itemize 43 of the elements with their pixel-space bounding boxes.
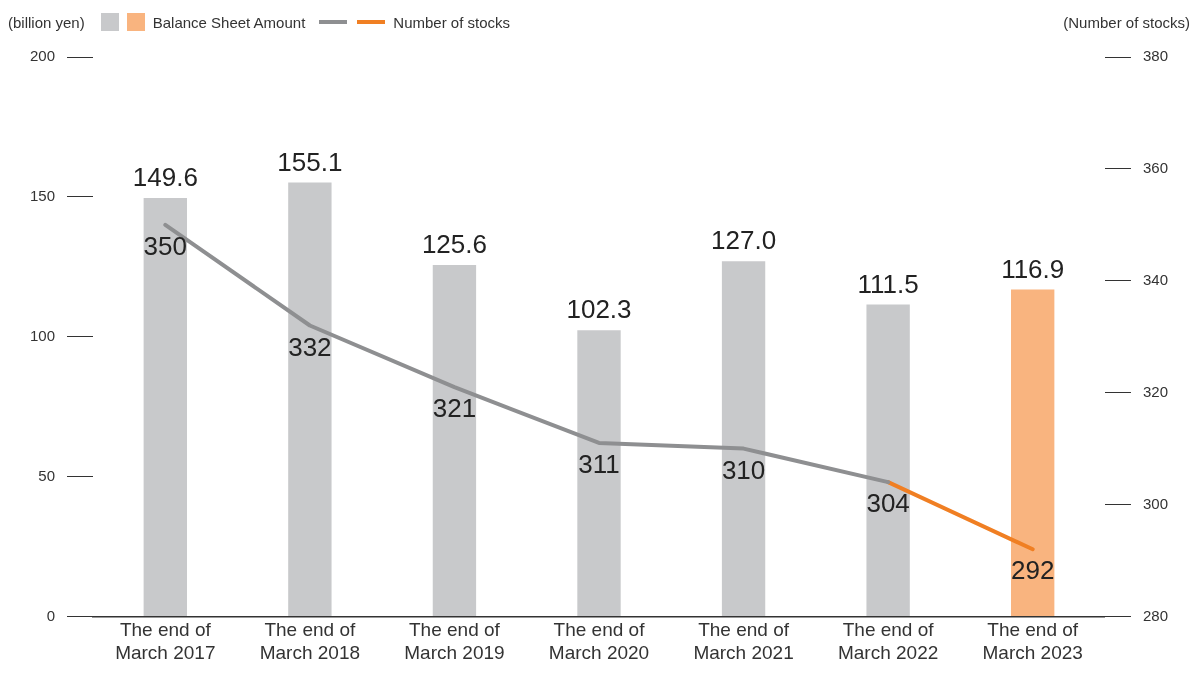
y-tick-label: 200 xyxy=(30,47,56,65)
data-label: 304 xyxy=(866,488,910,519)
data-label: 155.1 xyxy=(277,146,343,177)
data-label: 127.0 xyxy=(711,225,777,256)
data-label: 292 xyxy=(1011,555,1055,586)
y-tick-label: 150 xyxy=(30,186,56,204)
data-label: 311 xyxy=(578,449,620,480)
bar xyxy=(866,304,910,616)
y2-tick-label: 300 xyxy=(1142,494,1168,512)
x-tick-label: The end of March 2019 xyxy=(404,619,505,663)
x-tick-label: The end of March 2020 xyxy=(548,619,650,663)
data-label: 321 xyxy=(432,393,477,424)
y2-axis-title: (Number of stocks) xyxy=(1063,13,1190,31)
y2-tick-label: 340 xyxy=(1142,270,1168,288)
data-label: 116.9 xyxy=(1001,253,1065,284)
y-axis-title: (billion yen) xyxy=(8,13,85,31)
legend-label: Balance Sheet Amount xyxy=(152,13,306,31)
bar xyxy=(721,261,766,616)
x-tick-label: The end of March 2021 xyxy=(693,619,794,663)
y-tick-label: 50 xyxy=(38,466,56,484)
data-label: 350 xyxy=(143,230,187,261)
x-tick-label: The end of March 2017 xyxy=(115,619,216,663)
x-tick-label: The end of March 2018 xyxy=(259,619,361,663)
legend-label: Number of stocks xyxy=(393,13,511,31)
data-label: 310 xyxy=(721,454,766,485)
y2-tick-label: 380 xyxy=(1142,47,1168,65)
bar xyxy=(143,197,187,616)
data-label: 149.6 xyxy=(132,162,198,193)
y2-tick-label: 320 xyxy=(1142,382,1168,400)
x-tick-label: The end of March 2023 xyxy=(982,619,1083,663)
bar xyxy=(577,330,621,616)
y2-tick-label: 280 xyxy=(1142,606,1168,624)
data-label: 125.6 xyxy=(421,229,487,260)
y-tick-label: 100 xyxy=(30,326,56,344)
bar xyxy=(288,182,332,616)
data-label: 332 xyxy=(288,331,332,362)
data-label: 111.5 xyxy=(857,268,919,299)
y2-tick-label: 360 xyxy=(1142,159,1168,177)
data-label: 102.3 xyxy=(566,294,632,325)
bar xyxy=(1011,289,1055,616)
bar xyxy=(432,265,477,616)
x-tick-label: The end of March 2022 xyxy=(837,619,939,663)
y-tick-label: 0 xyxy=(46,606,56,624)
